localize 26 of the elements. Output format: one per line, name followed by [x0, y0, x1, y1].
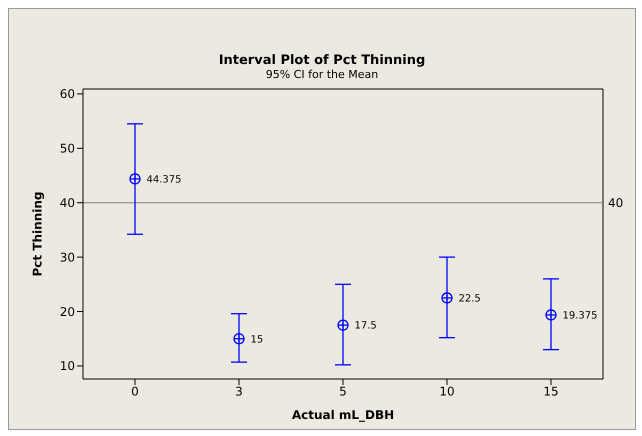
chart-subtitle: 95% CI for the Mean — [264, 68, 380, 81]
x-tick-label: 5 — [339, 384, 347, 399]
y-tick-label: 20 — [60, 304, 75, 319]
y-tick-label: 60 — [60, 87, 75, 102]
point — [337, 319, 349, 331]
data-label: 44.375 — [146, 174, 182, 186]
y-axis-title: Pct Thinning — [30, 192, 44, 276]
point — [441, 292, 453, 304]
data-label: 17.5 — [354, 320, 377, 332]
x-tick-label: 15 — [543, 384, 559, 399]
point — [545, 309, 557, 321]
y-tick-label: 30 — [60, 250, 75, 264]
x-axis-title: Actual mL_DBH — [292, 408, 394, 422]
x-tick-label: 3 — [235, 384, 243, 399]
y-tick-label: 10 — [60, 359, 75, 374]
point — [129, 173, 141, 185]
ref-line-label: 40 — [608, 196, 624, 210]
point — [233, 333, 245, 344]
y-tick-label: 50 — [60, 142, 75, 156]
x-tick-label: 10 — [439, 384, 455, 399]
x-tick-label: 0 — [131, 384, 139, 399]
data-label: 19.375 — [562, 310, 598, 322]
data-label: 15 — [250, 334, 264, 346]
y-tick-label: 40 — [60, 196, 75, 210]
chart-title: Interval Plot of Pct Thinning — [218, 52, 426, 68]
data-label: 22.5 — [458, 293, 481, 304]
